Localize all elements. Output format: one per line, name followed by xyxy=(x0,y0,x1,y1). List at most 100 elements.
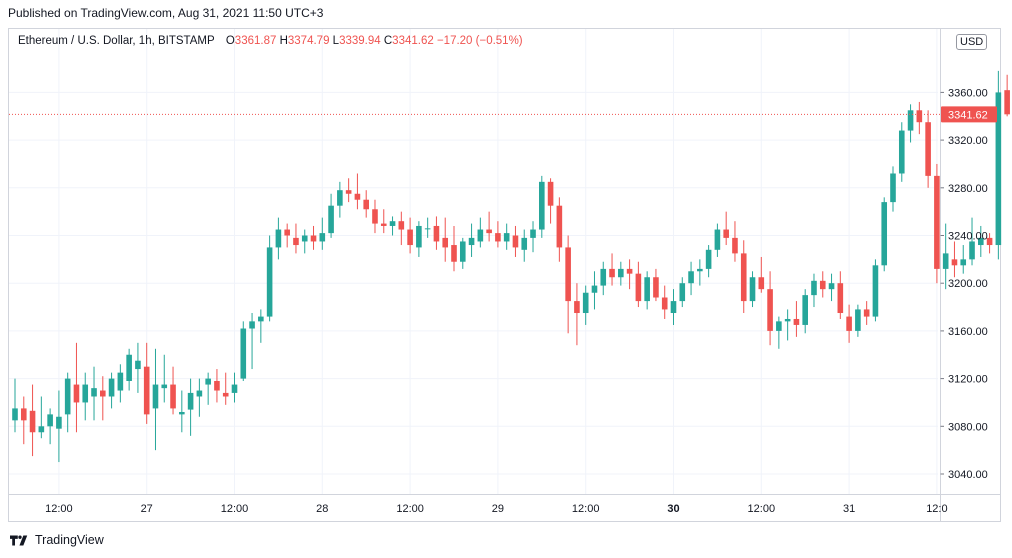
candle-body xyxy=(222,392,229,397)
last-price-tag-label: 3341.62 xyxy=(948,109,988,121)
y-tick-label: 3320.00 xyxy=(948,135,988,147)
candle-body xyxy=(846,316,852,331)
candle-body xyxy=(1004,90,1010,115)
candle-body xyxy=(152,384,159,409)
candle-body xyxy=(881,202,888,266)
candle-body xyxy=(591,285,598,293)
candle-body xyxy=(108,378,115,397)
chart-frame[interactable] xyxy=(8,28,1001,522)
candle-body xyxy=(530,229,536,238)
candle-body xyxy=(38,426,45,433)
candle-body xyxy=(468,237,475,246)
candle-body xyxy=(609,268,615,278)
candle-body xyxy=(240,328,247,379)
candle-body xyxy=(293,237,299,246)
high-value: 3374.79 xyxy=(287,35,330,47)
candle-body xyxy=(574,301,580,314)
candle-body xyxy=(126,354,132,381)
candle-body xyxy=(539,181,545,230)
candle-body xyxy=(363,199,369,210)
high-label: H xyxy=(279,35,288,47)
x-tick-label: 12:00 xyxy=(45,503,73,515)
candle-body xyxy=(793,318,800,325)
candle-body xyxy=(960,259,967,266)
candle-body xyxy=(459,241,466,262)
candle-body xyxy=(740,253,747,302)
ohlc-legend: Ethereum / U.S. Dollar, 1h, BITSTAMP O33… xyxy=(18,35,523,47)
currency-button[interactable]: USD xyxy=(956,34,988,50)
candle-body xyxy=(521,237,528,250)
candle-body xyxy=(20,408,27,421)
candle-body xyxy=(117,372,124,391)
candle-body xyxy=(477,229,484,242)
x-tick-label: 12:00 xyxy=(221,503,249,515)
x-tick-label: 30 xyxy=(667,503,679,515)
low-label: L xyxy=(332,35,340,47)
candle-body xyxy=(705,249,712,269)
candle-body xyxy=(898,130,905,174)
candle-body xyxy=(547,181,554,206)
candle-body xyxy=(776,321,782,331)
candle-body xyxy=(486,229,492,234)
candle-body xyxy=(942,253,949,269)
candle-body xyxy=(653,277,659,298)
candle-body xyxy=(398,221,405,230)
candle-body xyxy=(380,223,387,226)
candle-body xyxy=(179,411,185,415)
candle-body xyxy=(258,316,264,322)
candle-body xyxy=(187,392,194,410)
x-tick-label: 29 xyxy=(492,503,504,515)
candle-body xyxy=(214,380,220,391)
candle-body xyxy=(556,205,563,248)
candle-body xyxy=(372,209,378,224)
x-tick-label: 12:00 xyxy=(396,503,424,515)
x-tick-label: 28 xyxy=(316,503,328,515)
candle-body xyxy=(582,292,589,314)
candle-body xyxy=(64,378,71,415)
candle-body xyxy=(12,408,18,421)
candle-body xyxy=(890,173,896,203)
candle-body xyxy=(424,228,431,230)
candle-body xyxy=(723,229,729,238)
open-value: 3361.87 xyxy=(234,35,277,47)
candle-body xyxy=(135,360,141,370)
candle-body xyxy=(714,229,721,250)
candle-body xyxy=(969,241,975,260)
x-tick-label: 12:00 xyxy=(748,503,776,515)
close-value: 3341.62 xyxy=(392,35,434,47)
candle-body xyxy=(275,229,282,248)
x-tick-label: 12:0 xyxy=(926,503,947,515)
candle-body xyxy=(697,268,703,272)
candle-body xyxy=(758,277,765,290)
candle-body xyxy=(978,237,984,246)
candle-body xyxy=(565,247,571,302)
candle-body xyxy=(231,384,238,393)
candle-body xyxy=(916,110,923,123)
candle-body xyxy=(934,175,940,269)
candle-body xyxy=(749,277,756,302)
candle-body xyxy=(319,233,326,242)
change-value: −17.20 (−0.51%) xyxy=(436,35,523,47)
candle-body xyxy=(644,277,650,302)
candle-body xyxy=(670,301,677,314)
candle-body xyxy=(863,309,870,317)
candle-body xyxy=(29,410,36,433)
candle-body xyxy=(767,289,773,331)
candle-body xyxy=(512,235,519,248)
candle-body xyxy=(503,233,510,242)
candle-body xyxy=(618,268,624,278)
y-tick-label: 3120.00 xyxy=(948,374,988,386)
candle-body xyxy=(811,280,817,296)
last-price-tag xyxy=(941,106,997,123)
candle-body xyxy=(310,235,317,242)
close-label: C xyxy=(383,35,393,47)
candle-body xyxy=(284,229,290,236)
y-tick-label: 3200.00 xyxy=(948,278,988,290)
candle-body xyxy=(986,237,993,246)
candle-body xyxy=(328,205,334,234)
candle-body xyxy=(855,309,861,331)
x-tick-label: 12:00 xyxy=(572,503,600,515)
candle-body xyxy=(170,384,176,409)
y-tick-label: 3280.00 xyxy=(948,183,988,195)
